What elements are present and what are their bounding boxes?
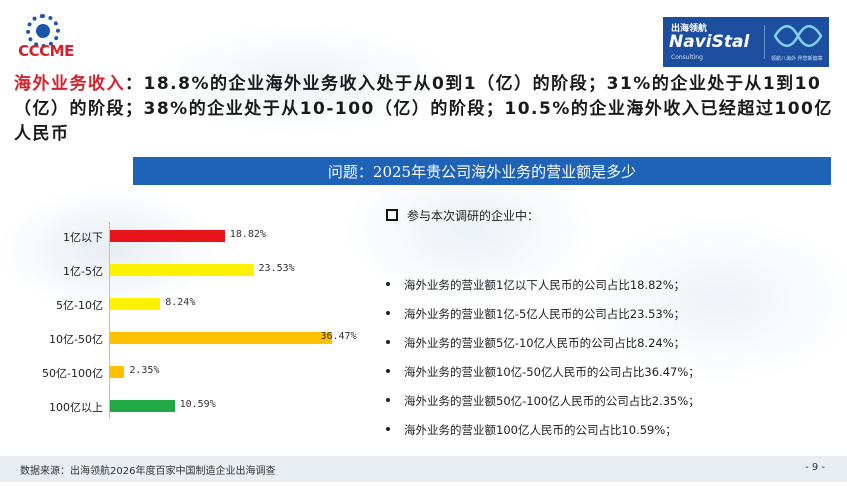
summary-item-text: 海外业务的营业额10亿-50亿人民币的公司占比36.47%； [404,365,700,379]
summary-item-text: 海外业务的营业额5亿-10亿人民币的公司占比8.24%； [404,336,686,350]
bar [110,298,161,310]
logo-ring-icon [26,14,60,48]
headline-lead: 海外业务收入 [14,74,125,94]
summary-item: 海外业务的营业额10亿-50亿人民币的公司占比36.47%； [386,364,700,380]
infinity-wave-icon [773,25,823,47]
bullet-icon [386,369,390,373]
data-source: 数据来源：出海领航2026年度百家中国制造企业出海调查 [20,466,276,477]
category-label: 1亿以下 [63,231,103,244]
bar [110,230,225,242]
summary-intro-text: 参与本次调研的企业中： [407,209,540,223]
logo-divider [764,25,765,59]
headline: 海外业务收入：18.8%的企业海外业务收入处于从0到1（亿）的阶段；31%的企业… [14,72,834,147]
logo-right-tagline: 领航八海外 伴您新篇章 [771,56,823,62]
category-label: 5亿-10亿 [56,299,103,312]
chart-y-axis [109,222,110,419]
bar [110,400,175,412]
summary-intro: 参与本次调研的企业中： [386,207,539,224]
bar [110,366,125,378]
page-number: - 9 - [805,462,825,473]
summary-item-text: 海外业务的营业额100亿人民币的公司占比10.59%； [404,423,677,437]
bullet-icon [386,340,390,344]
summary-item: 海外业务的营业额1亿-5亿人民币的公司占比23.53%； [386,306,685,322]
bullet-icon [386,282,390,286]
logo-globe-icon [36,24,50,38]
summary-item-text: 海外业务的营业额1亿以下人民币的公司占比18.82%； [404,278,686,292]
data-label: 18.82% [229,229,266,240]
headline-body: ：18.8%的企业海外业务收入处于从0到1（亿）的阶段；31%的企业处于从1到1… [14,74,833,144]
summary-item-text: 海外业务的营业额1亿-5亿人民币的公司占比23.53%； [404,307,686,321]
question-text: 问题：2025年贵公司海外业务的营业额是多少 [327,162,637,181]
category-label: 1亿-5亿 [63,265,103,278]
category-label: 50亿-100亿 [42,367,103,380]
bar-chart: 1亿以下 18.82% 1亿-5亿 23.53% 5亿-10亿 8.24% 10亿-50亿 3… [0,222,380,422]
bullet-icon [386,398,390,402]
data-label: 8.24% [165,297,196,308]
summary-item-text: 海外业务的营业额50亿-100亿人民币的公司占比2.35%； [404,394,700,408]
bullet-icon [386,311,390,315]
summary-item: 海外业务的营业额100亿人民币的公司占比10.59%； [386,422,677,438]
summary-item: 海外业务的营业额1亿以下人民币的公司占比18.82%； [386,277,685,293]
checkbox-square-icon [386,209,398,221]
logo-right-sub: Consulting [671,54,703,61]
navistal-logo: 出海领航 NaviStal Consulting 领航八海外 伴您新篇章 [663,17,829,67]
bar [110,332,333,344]
summary-item: 海外业务的营业额50亿-100亿人民币的公司占比2.35%； [386,393,700,409]
question-banner: 问题：2025年贵公司海外业务的营业额是多少 [133,157,831,185]
category-label: 10亿-50亿 [49,333,103,346]
logo-right-en: NaviStal [669,32,750,52]
data-label: 2.35% [129,365,160,376]
bar [110,264,254,276]
logo-right-cn: 出海领航 [671,24,708,34]
data-label: 10.59% [179,399,216,410]
category-label: 100亿以上 [49,401,103,414]
summary-item: 海外业务的营业额5亿-10亿人民币的公司占比8.24%； [386,335,685,351]
logo-left-text: CCCME [18,42,74,60]
cccme-logo: CCCME [10,10,82,72]
data-label: 23.53% [258,263,295,274]
bullet-icon [386,427,390,431]
data-label: 36.47% [320,331,357,342]
footer: 数据来源：出海领航2026年度百家中国制造企业出海调查 - 9 - [0,456,847,482]
